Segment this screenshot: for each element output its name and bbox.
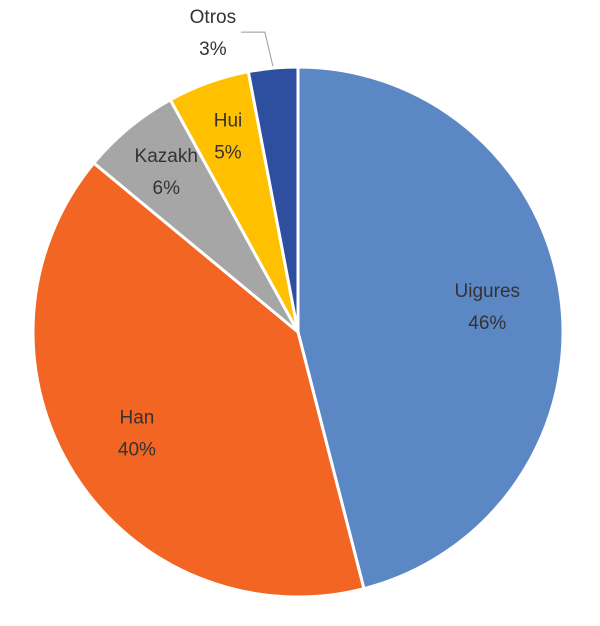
slice-value-label: 5% bbox=[214, 143, 242, 164]
slice-label: Kazakh bbox=[135, 146, 198, 167]
slice-value-label: 3% bbox=[199, 39, 227, 60]
pie-slice bbox=[296, 65, 565, 591]
slice-value-label: 6% bbox=[153, 178, 181, 199]
slice-label: Hui bbox=[214, 111, 243, 132]
slice-label: Han bbox=[119, 407, 154, 428]
slice-value-label: 46% bbox=[468, 313, 506, 334]
pie-slice bbox=[246, 65, 300, 333]
slice-value-label: 40% bbox=[118, 439, 156, 460]
pie-slice bbox=[31, 160, 366, 599]
slice-label: Otros bbox=[190, 7, 236, 28]
slice-label: Uigures bbox=[455, 281, 520, 302]
leader-line bbox=[240, 31, 274, 67]
